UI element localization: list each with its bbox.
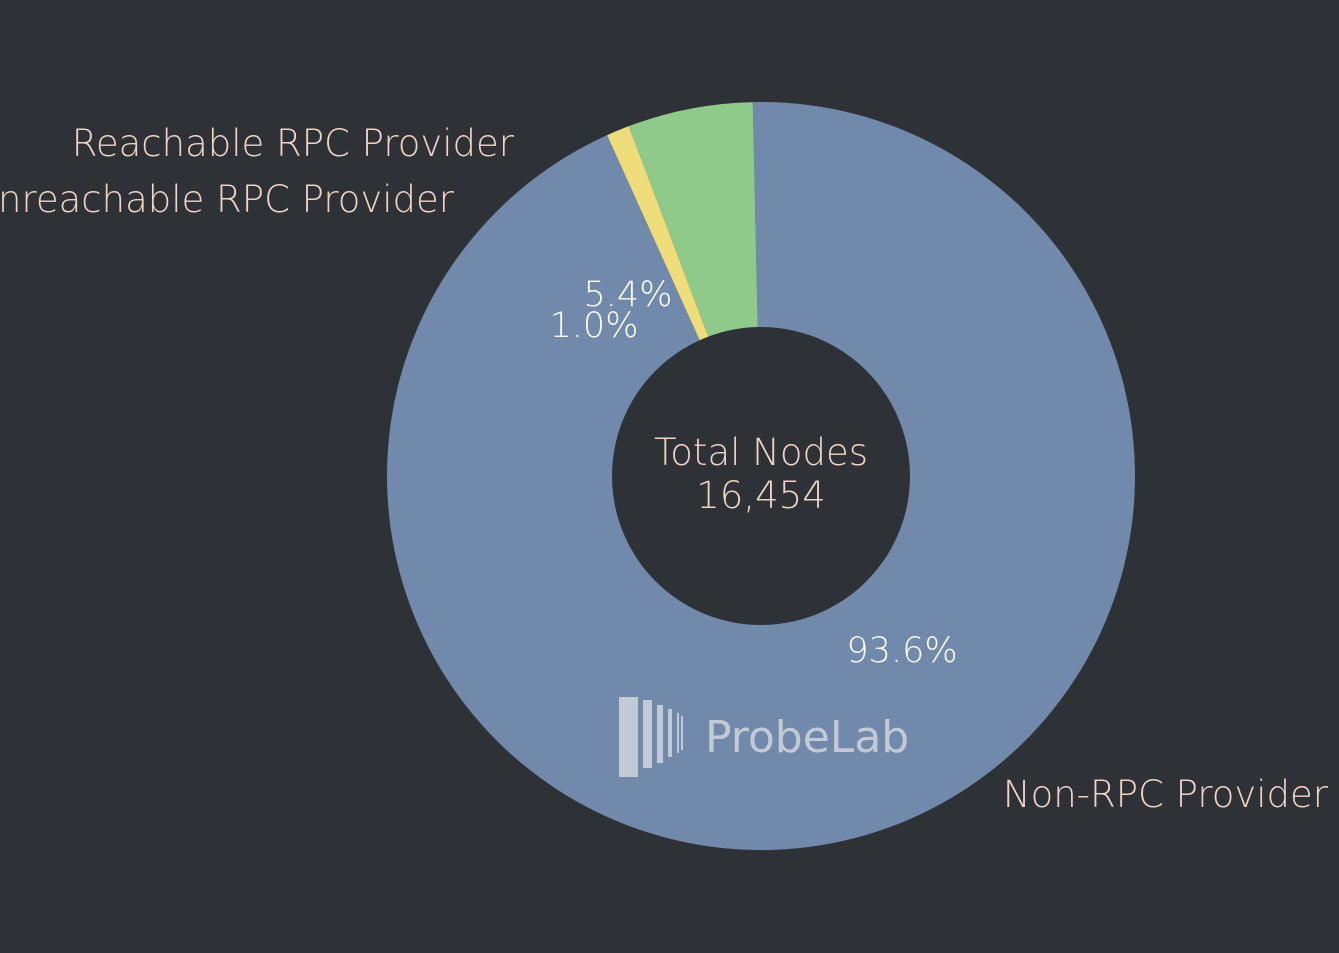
slice-reachable-rpc-provider [628,102,758,337]
slice-name-label: Reachable RPC Provider [72,122,515,165]
slice-labels: Non-RPC Provider 93.6% Unreachable RPC Pro… [0,122,1329,816]
probelab-logo-text: ProbeLab [705,712,909,763]
center-value: 16,454 [696,474,825,517]
slice-percent-label: 1.0% [550,306,639,346]
probelab-watermark: ProbeLab [619,697,909,777]
donut-slices [387,102,1135,850]
slice-name-label: Non-RPC Provider [1003,773,1329,816]
slice-percent-label: 5.4% [584,275,673,315]
slice-unreachable-rpc-provider [607,126,709,341]
center-label: Total Nodes [654,431,868,474]
slice-non-rpc-provider [387,102,1135,850]
slice-percent-label: 93.6% [846,631,957,671]
slice-name-label: Unreachable RPC Provider [0,178,455,221]
probelab-logo-icon [619,697,683,777]
